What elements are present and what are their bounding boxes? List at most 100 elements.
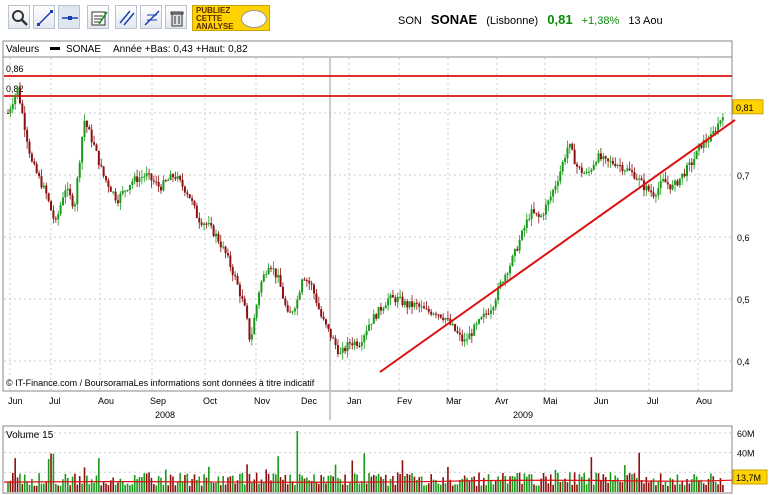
candle-body bbox=[303, 279, 306, 281]
volume-bar bbox=[504, 475, 507, 492]
candle-body bbox=[518, 239, 521, 251]
candle-body bbox=[157, 181, 160, 187]
volume-bar bbox=[585, 484, 588, 492]
candle-body bbox=[327, 324, 330, 329]
candle-body bbox=[564, 158, 567, 162]
volume-bar bbox=[638, 452, 640, 492]
volume-bar bbox=[549, 474, 552, 492]
candle-body bbox=[176, 176, 179, 179]
candle-body bbox=[382, 308, 385, 311]
volume-bar bbox=[102, 481, 105, 492]
candle-body bbox=[267, 267, 270, 275]
horizontal-levels: 0,86 0,82 bbox=[4, 64, 732, 97]
candle-body bbox=[93, 142, 96, 145]
x-tick-label: Avr bbox=[495, 396, 508, 406]
candle-body bbox=[399, 296, 402, 298]
candle-body bbox=[599, 153, 602, 160]
volume-bar bbox=[427, 483, 430, 492]
line-draw-icon[interactable] bbox=[33, 5, 55, 29]
volume-bar bbox=[370, 476, 373, 492]
volume-bar bbox=[592, 484, 595, 492]
annotate-icon[interactable] bbox=[87, 5, 109, 29]
candle-body bbox=[274, 268, 277, 278]
volume-bar bbox=[69, 485, 71, 492]
legend-range: Année +Bas: 0,43 +Haut: 0,82 bbox=[113, 44, 248, 55]
candle-body bbox=[131, 181, 134, 185]
volume-bar bbox=[76, 484, 79, 492]
volume-bar bbox=[131, 484, 134, 492]
volume-bar bbox=[303, 478, 306, 492]
candle-body bbox=[583, 172, 586, 174]
volume-bar bbox=[110, 480, 112, 492]
candle-body bbox=[286, 305, 289, 312]
volume-bar bbox=[155, 485, 158, 492]
volume-bar bbox=[212, 482, 215, 492]
volume-bar bbox=[537, 485, 540, 492]
candle-body bbox=[332, 337, 335, 339]
candle-body bbox=[76, 178, 79, 205]
candle-body bbox=[114, 191, 117, 201]
volume-bar bbox=[90, 479, 93, 492]
candle-body bbox=[71, 195, 74, 207]
zoom-icon[interactable] bbox=[8, 5, 30, 29]
volume-bar bbox=[647, 482, 650, 492]
volume-bar bbox=[499, 480, 502, 492]
volume-bar bbox=[66, 477, 69, 492]
volume-average-line bbox=[3, 479, 733, 483]
volume-bar bbox=[138, 477, 141, 492]
volume-bar bbox=[219, 485, 222, 492]
volume-bar bbox=[526, 476, 528, 492]
volume-bar bbox=[674, 484, 676, 492]
publish-analysis-button[interactable]: PUBLIEZ CETTE ANALYSE bbox=[192, 5, 270, 31]
volume-bar bbox=[662, 484, 664, 492]
volume-last-tag bbox=[732, 469, 768, 485]
candle-body bbox=[559, 171, 562, 182]
last-price-label: 0,81 bbox=[736, 103, 754, 113]
candle-body bbox=[102, 166, 105, 177]
candle-body bbox=[45, 185, 48, 194]
volume-bar bbox=[38, 473, 40, 492]
candle-body bbox=[566, 147, 569, 159]
volume-bar bbox=[71, 476, 74, 492]
candle-body bbox=[119, 193, 122, 204]
candle-body bbox=[456, 330, 459, 333]
volume-bar bbox=[210, 482, 213, 492]
candle-body bbox=[222, 246, 225, 248]
candle-body bbox=[38, 172, 41, 177]
volume-bar bbox=[193, 474, 196, 492]
candle-body bbox=[678, 178, 681, 186]
volume-bar bbox=[57, 485, 60, 492]
volume-bar bbox=[291, 481, 294, 492]
candle-body bbox=[105, 176, 108, 181]
candle-body bbox=[301, 279, 304, 293]
volume-bar bbox=[437, 483, 440, 492]
fibonacci-icon[interactable] bbox=[140, 5, 162, 29]
volume-bar bbox=[420, 476, 423, 492]
level-label: 0,82 bbox=[6, 84, 24, 94]
trash-icon[interactable] bbox=[165, 5, 187, 29]
candle-body bbox=[427, 308, 430, 312]
candle-body bbox=[136, 176, 139, 183]
volume-bar bbox=[588, 477, 590, 492]
candle-body bbox=[236, 276, 239, 285]
horizontal-line-icon[interactable] bbox=[58, 5, 80, 29]
volume-bar bbox=[447, 466, 449, 492]
volume-bar bbox=[451, 485, 454, 492]
candle-body bbox=[198, 217, 201, 223]
grid bbox=[4, 58, 732, 390]
volume-bar bbox=[112, 477, 114, 492]
volume-bar bbox=[294, 484, 296, 492]
candle-body bbox=[128, 184, 131, 190]
parallel-lines-icon[interactable] bbox=[115, 5, 137, 29]
candle-body bbox=[544, 204, 547, 215]
volume-bar bbox=[26, 481, 28, 492]
candle-body bbox=[432, 313, 435, 315]
volume-bar bbox=[167, 485, 169, 492]
legend-swatch bbox=[50, 47, 60, 50]
volume-bar bbox=[595, 472, 597, 492]
volume-bar bbox=[710, 473, 712, 492]
candle-body bbox=[693, 158, 696, 166]
volume-bar bbox=[86, 475, 88, 492]
candle-body bbox=[437, 314, 440, 316]
volume-bar bbox=[456, 484, 459, 492]
